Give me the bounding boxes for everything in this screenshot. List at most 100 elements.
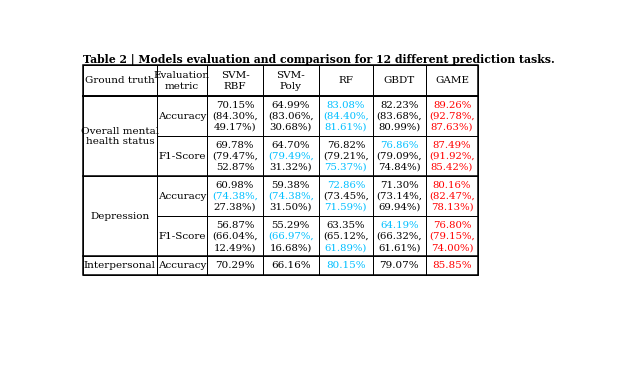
Bar [207,136,263,176]
Text: F1-Score: F1-Score [158,152,205,161]
Bar [157,176,207,216]
Text: 69.78%: 69.78% [216,141,254,150]
Text: (73.14%,: (73.14%, [376,192,422,201]
Bar [207,257,263,275]
Text: (66.32%,: (66.32%, [376,232,422,241]
Text: 64.70%: 64.70% [271,141,310,150]
Text: 87.49%: 87.49% [433,141,471,150]
Text: (79.15%,: (79.15%, [429,232,475,241]
Text: (92.78%,: (92.78%, [429,112,475,121]
Text: 70.29%: 70.29% [215,261,255,270]
Text: 80.99%): 80.99%) [378,123,420,132]
Text: SVM-
RBF: SVM- RBF [221,71,250,90]
Text: 83.08%: 83.08% [326,101,365,110]
Bar [207,176,263,216]
Bar [263,96,319,136]
Text: (79.21%,: (79.21%, [323,152,369,161]
Bar [373,176,426,216]
Text: 64.19%: 64.19% [380,221,419,230]
Text: 61.61%): 61.61%) [378,243,420,252]
Text: 71.59%): 71.59%) [324,203,367,212]
Bar [83,257,157,275]
Text: 76.86%: 76.86% [380,141,419,150]
Bar [319,216,373,257]
Text: 52.87%: 52.87% [216,163,254,172]
Bar [373,136,426,176]
Text: 79.07%: 79.07% [380,261,419,270]
Bar [319,257,373,275]
Bar [83,66,157,96]
Text: (83.68%,: (83.68%, [376,112,422,121]
Text: SVM-
Poly: SVM- Poly [276,71,305,90]
Text: RF: RF [339,76,353,85]
Text: 74.00%): 74.00%) [431,243,473,252]
Text: Accuracy: Accuracy [157,192,206,201]
Text: 69.94%): 69.94%) [378,203,420,212]
Bar [426,257,478,275]
Text: (74.38%,: (74.38%, [212,192,258,201]
Bar [263,66,319,96]
Text: Overall mental
health status: Overall mental health status [81,127,159,146]
Bar [207,216,263,257]
Text: (79.49%,: (79.49%, [268,152,314,161]
Text: 76.80%: 76.80% [433,221,471,230]
Text: Evaluation
metric: Evaluation metric [154,71,210,90]
Text: (65.12%,: (65.12%, [323,232,369,241]
Text: 75.37%): 75.37%) [324,163,367,172]
Text: (79.47%,: (79.47%, [212,152,258,161]
Text: 61.89%): 61.89%) [324,243,367,252]
Text: 74.84%): 74.84%) [378,163,420,172]
Text: Accuracy: Accuracy [157,112,206,121]
Text: 55.29%: 55.29% [271,221,310,230]
Bar [263,136,319,176]
Text: (74.38%,: (74.38%, [268,192,314,201]
Text: 59.38%: 59.38% [271,181,310,190]
Text: Table 2 | Models evaluation and comparison for 12 different prediction tasks.: Table 2 | Models evaluation and comparis… [83,53,555,65]
Text: F1-Score: F1-Score [158,232,205,241]
Text: 60.98%: 60.98% [216,181,254,190]
Bar [426,216,478,257]
Text: 80.16%: 80.16% [433,181,471,190]
Bar [426,176,478,216]
Text: 12.49%): 12.49%) [214,243,256,252]
Text: 49.17%): 49.17%) [214,123,256,132]
Text: 87.63%): 87.63%) [431,123,473,132]
Text: 76.82%: 76.82% [326,141,365,150]
Text: 80.15%: 80.15% [326,261,365,270]
Text: (66.97%,: (66.97%, [268,232,314,241]
Text: 70.15%: 70.15% [216,101,254,110]
Bar [373,96,426,136]
Bar [426,136,478,176]
Text: 56.87%: 56.87% [216,221,254,230]
Bar [426,96,478,136]
Bar [426,66,478,96]
Bar [157,96,207,136]
Text: 27.38%): 27.38%) [214,203,256,212]
Text: 30.68%): 30.68%) [269,123,312,132]
Text: (82.47%,: (82.47%, [429,192,475,201]
Text: 81.61%): 81.61%) [324,123,367,132]
Bar [157,257,207,275]
Text: Depression: Depression [90,212,150,221]
Bar [373,216,426,257]
Bar [263,216,319,257]
Text: 66.16%: 66.16% [271,261,310,270]
Text: 82.23%: 82.23% [380,101,419,110]
Text: (84.40%,: (84.40%, [323,112,369,121]
Bar [373,257,426,275]
Text: GAME: GAME [435,76,469,85]
Text: 16.68%): 16.68%) [269,243,312,252]
Text: Accuracy: Accuracy [157,261,206,270]
Bar [263,257,319,275]
Text: 31.50%): 31.50%) [269,203,312,212]
Text: 72.86%: 72.86% [326,181,365,190]
Bar [83,176,157,257]
Bar [263,176,319,216]
Text: GBDT: GBDT [383,76,415,85]
Bar [157,136,207,176]
Text: 89.26%: 89.26% [433,101,471,110]
Bar [319,176,373,216]
Text: (91.92%,: (91.92%, [429,152,475,161]
Bar [83,96,157,176]
Text: 71.30%: 71.30% [380,181,419,190]
